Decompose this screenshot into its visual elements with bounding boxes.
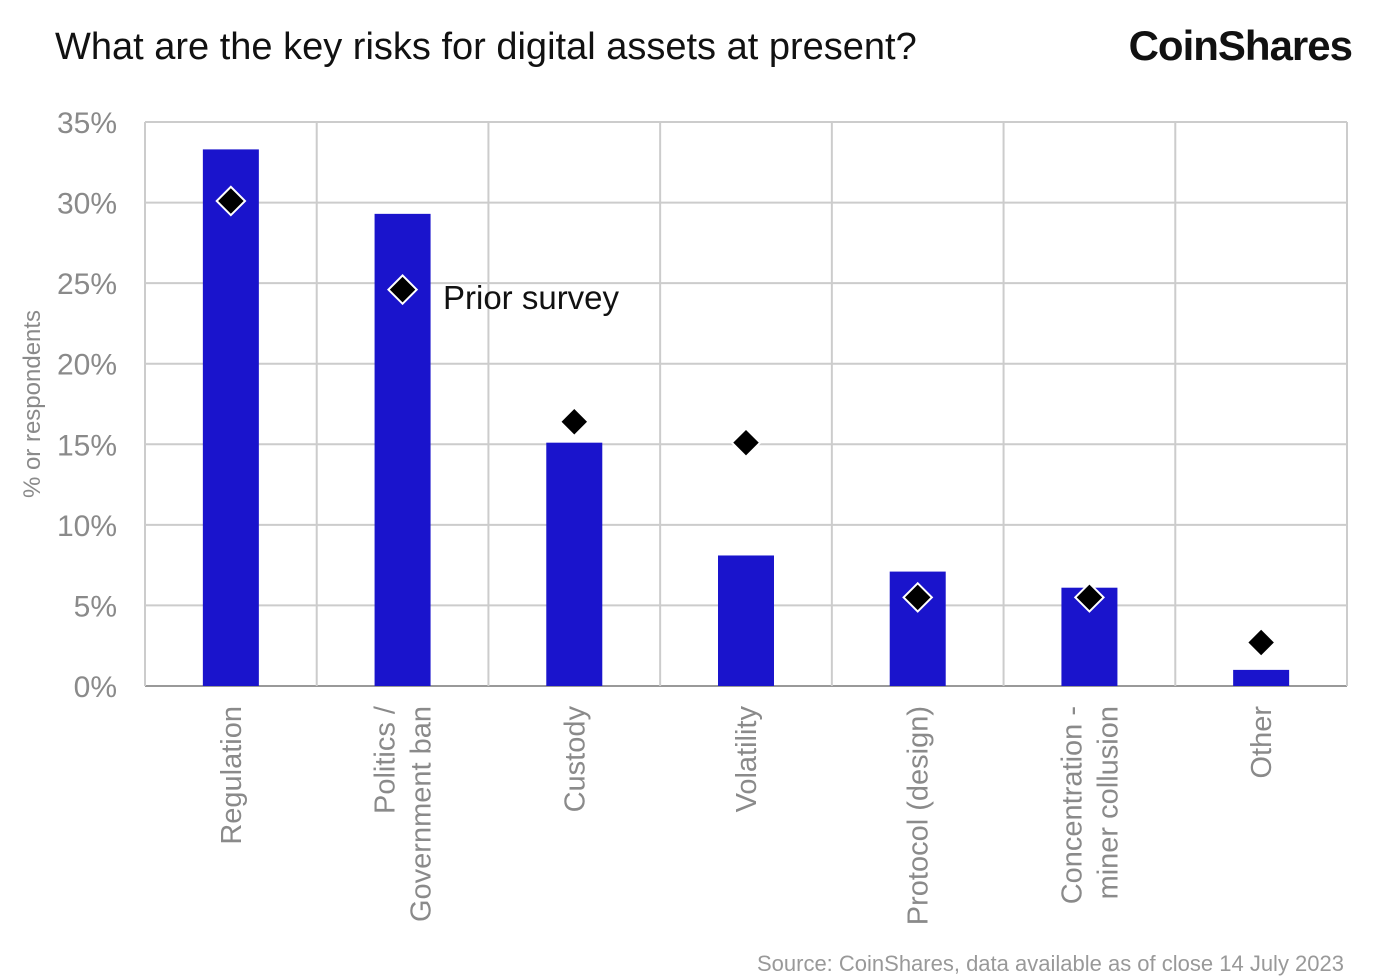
x-category-label: Protocol (design) <box>903 706 935 925</box>
x-category-label: Volatility <box>731 706 763 813</box>
source-note: Source: CoinShares, data available as of… <box>756 951 1344 976</box>
bar <box>546 442 603 686</box>
y-tick-label: 15% <box>57 429 117 462</box>
x-category-label: Politics / <box>370 705 402 814</box>
x-category-label: Concentration - <box>1056 706 1088 904</box>
y-tick-label: 10% <box>57 510 117 543</box>
y-tick-label: 35% <box>57 107 117 140</box>
coinshares-logo: CoinShares <box>1128 22 1353 69</box>
y-tick-label: 30% <box>57 188 117 221</box>
y-tick-label: 0% <box>74 671 117 704</box>
bar <box>202 149 259 686</box>
bar <box>718 555 774 686</box>
prior-survey-marker <box>730 427 762 459</box>
prior-survey-marker <box>558 406 590 438</box>
prior-survey-marker <box>387 274 419 306</box>
bar <box>1233 669 1290 686</box>
x-category-label: Government ban <box>406 706 438 922</box>
y-tick-label: 25% <box>57 268 117 301</box>
x-category-label: Custody <box>559 706 591 813</box>
y-tick-label: 5% <box>74 590 117 623</box>
prior-survey-marker <box>1245 626 1277 659</box>
prior-survey-marker <box>1073 581 1105 613</box>
prior-survey-marker <box>902 581 934 613</box>
x-category-label: miner collusion <box>1092 706 1124 899</box>
y-axis-label: % or respondents <box>19 310 46 498</box>
x-category-label: Other <box>1246 706 1278 779</box>
chart-title: What are the key risks for digital asset… <box>55 26 917 68</box>
prior-survey-marker <box>215 185 247 217</box>
legend-label: Prior survey <box>443 279 620 316</box>
y-tick-label: 20% <box>57 349 117 382</box>
x-category-label: Regulation <box>216 706 248 845</box>
